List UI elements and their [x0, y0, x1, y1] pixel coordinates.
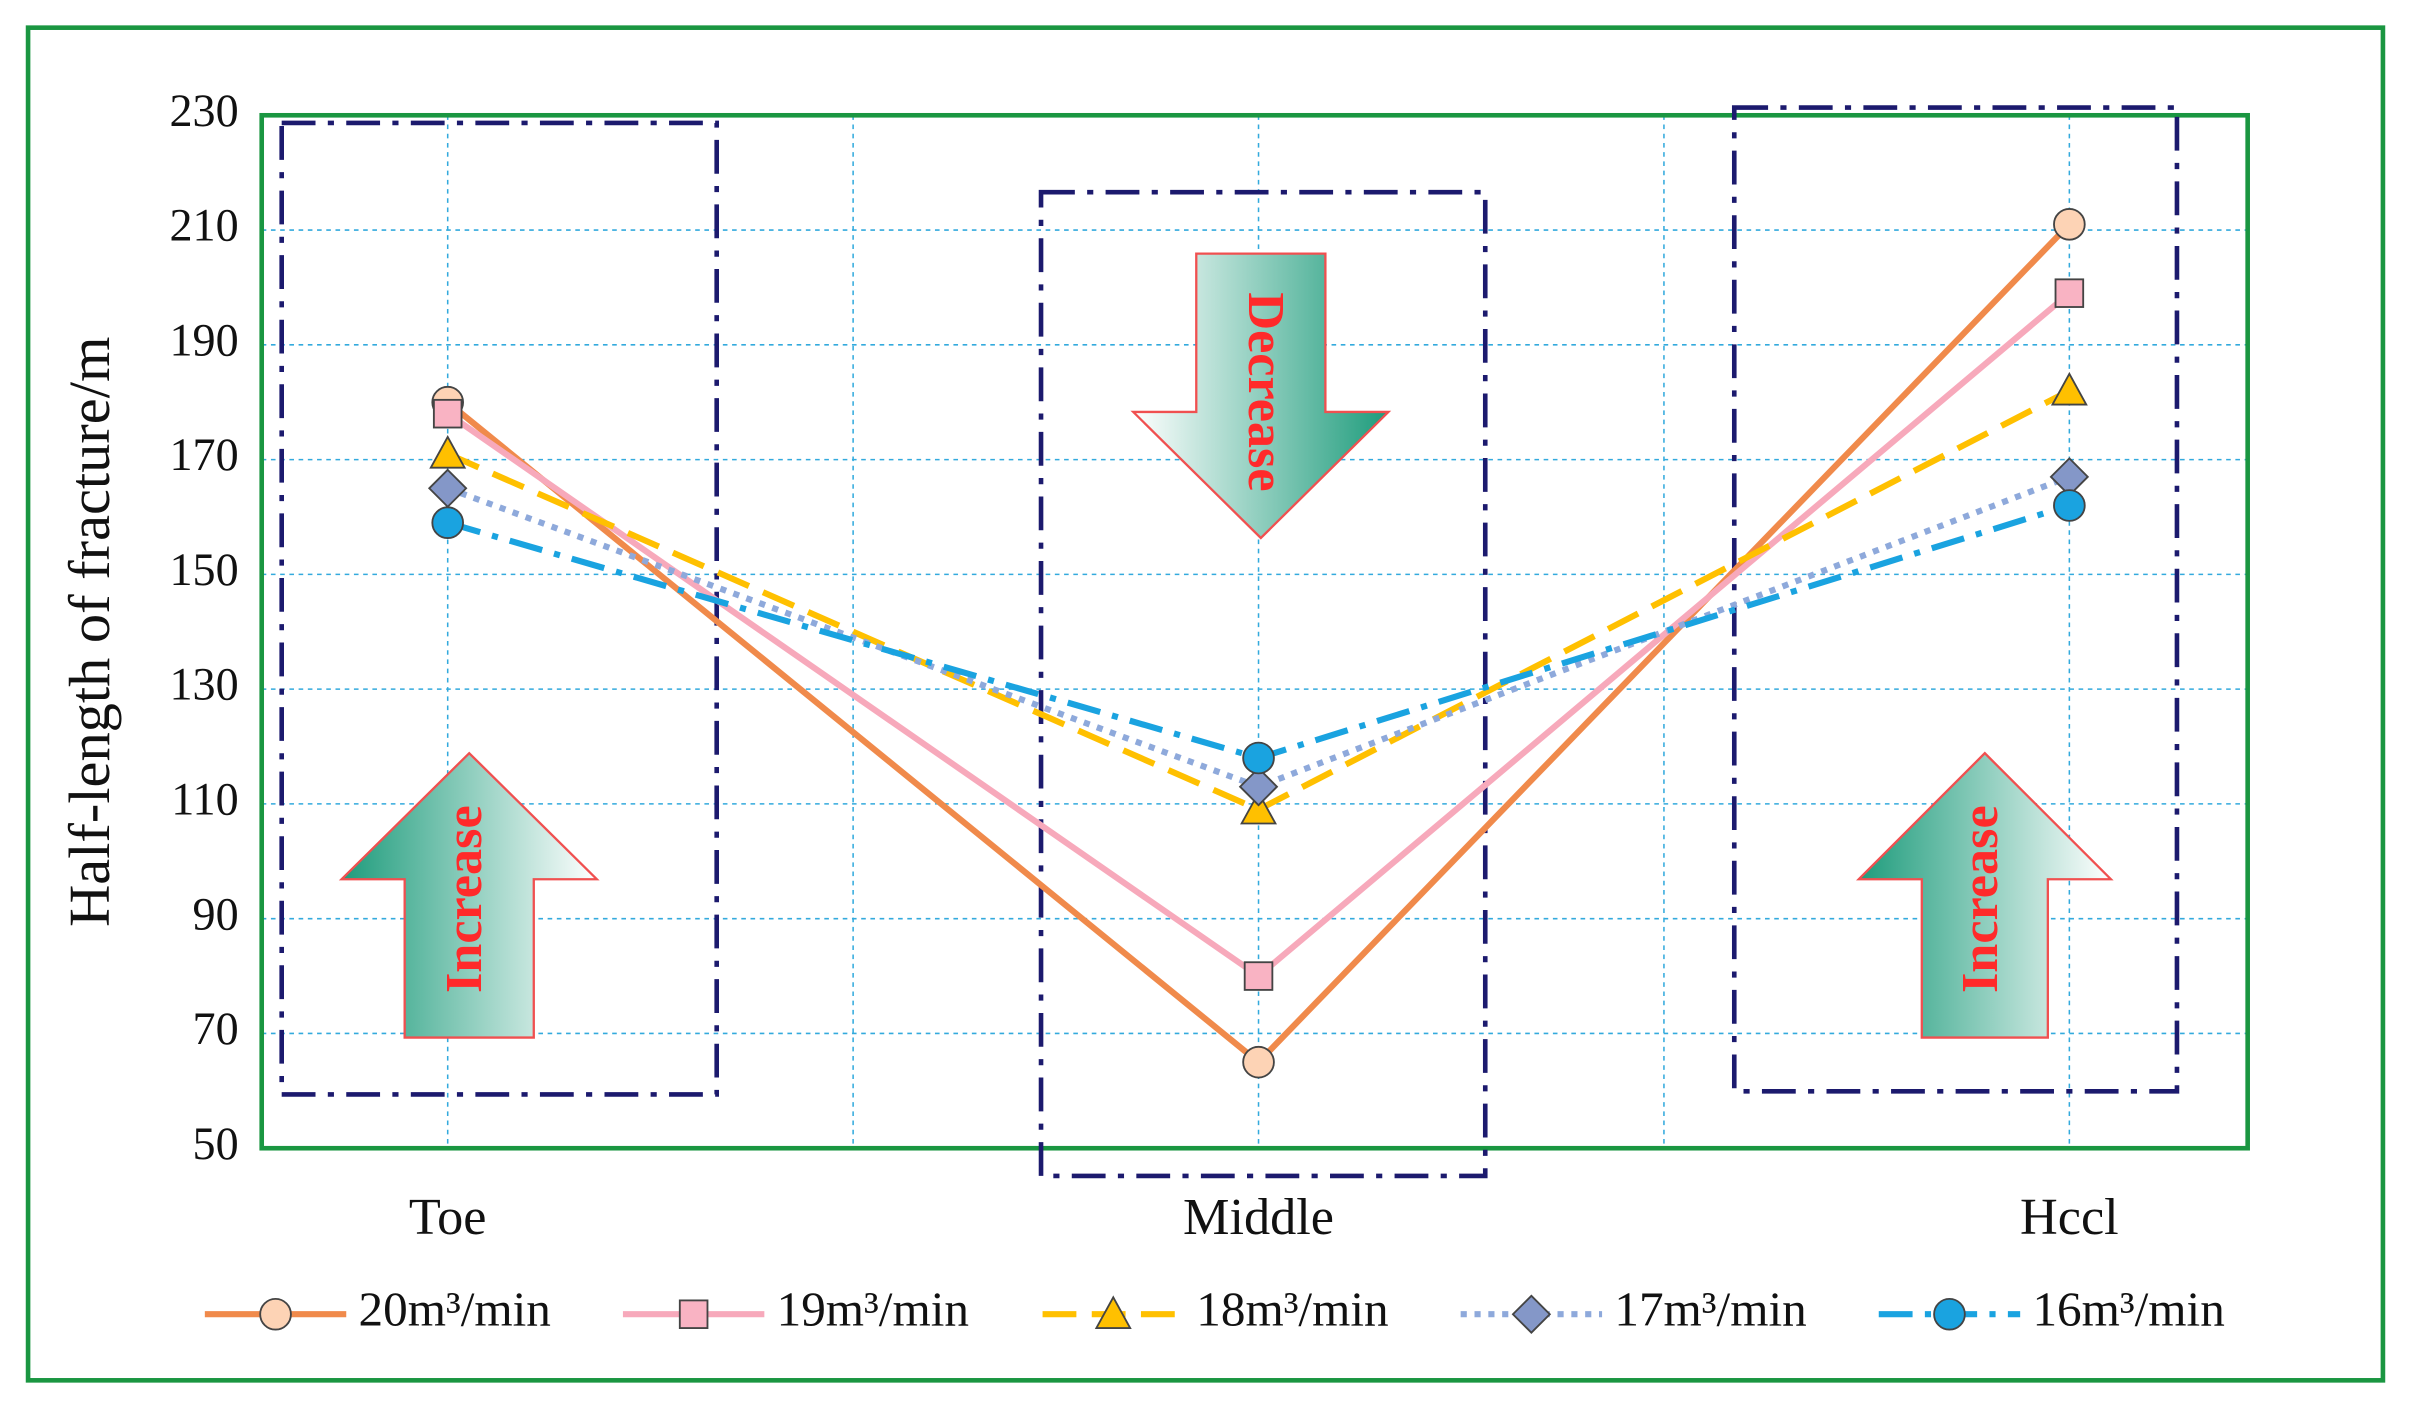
y-tick-label: 150	[169, 544, 238, 595]
marker	[1511, 1294, 1552, 1334]
marker	[1240, 790, 1277, 825]
x-tick-label: Middle	[1183, 1188, 1334, 1246]
marker	[429, 435, 467, 469]
marker	[431, 506, 464, 540]
marker	[259, 1297, 292, 1331]
annotation: Decrease	[1237, 292, 1295, 491]
marker	[2053, 489, 2086, 522]
legend-label: 18m³/min	[1196, 1282, 1388, 1337]
annotation: Increase	[1951, 805, 2009, 993]
marker	[678, 1299, 709, 1329]
x-tick-label: Toe	[409, 1188, 487, 1246]
marker	[1242, 1045, 1275, 1079]
marker	[2053, 208, 2086, 241]
y-tick-label: 170	[169, 429, 238, 480]
y-tick-label: 70	[193, 1003, 239, 1054]
annotation: Increase	[435, 805, 493, 993]
plot-frame	[259, 112, 2250, 1151]
heel-box	[1731, 105, 2180, 1094]
y-tick-label: 130	[169, 659, 238, 710]
marker	[432, 398, 463, 429]
y-tick-label: 50	[193, 1118, 239, 1169]
y-tick-label: 210	[169, 200, 238, 251]
region-boxes	[279, 105, 2180, 1179]
decrease-arrow	[1130, 252, 1392, 540]
y-axis-label: Half-length of fracture/m	[57, 337, 122, 927]
marker	[427, 468, 468, 509]
marker	[1094, 1295, 1132, 1329]
legend-label: 17m³/min	[1614, 1282, 1806, 1337]
increase-arrow	[338, 751, 600, 1039]
toe-box	[279, 120, 720, 1097]
series-line	[446, 473, 2071, 790]
marker	[1238, 766, 1279, 807]
middle-box	[1038, 189, 1488, 1179]
x-tick-label: Hccl	[2020, 1188, 2119, 1246]
y-tick-label: 90	[193, 888, 239, 939]
legend-label: 16m³/min	[2032, 1282, 2224, 1337]
y-tick-label: 230	[169, 85, 238, 136]
increase-arrow	[1855, 751, 2114, 1039]
marker	[1243, 961, 1274, 991]
marker	[1933, 1297, 1966, 1331]
marker	[2054, 278, 2085, 308]
marker	[2050, 371, 2088, 406]
y-tick-label: 190	[169, 314, 238, 365]
legend-label: 20m³/min	[359, 1282, 551, 1337]
outer-frame	[25, 25, 2386, 1383]
legend-label: 19m³/min	[777, 1282, 969, 1337]
y-tick-label: 110	[171, 773, 238, 824]
marker	[1242, 741, 1275, 775]
